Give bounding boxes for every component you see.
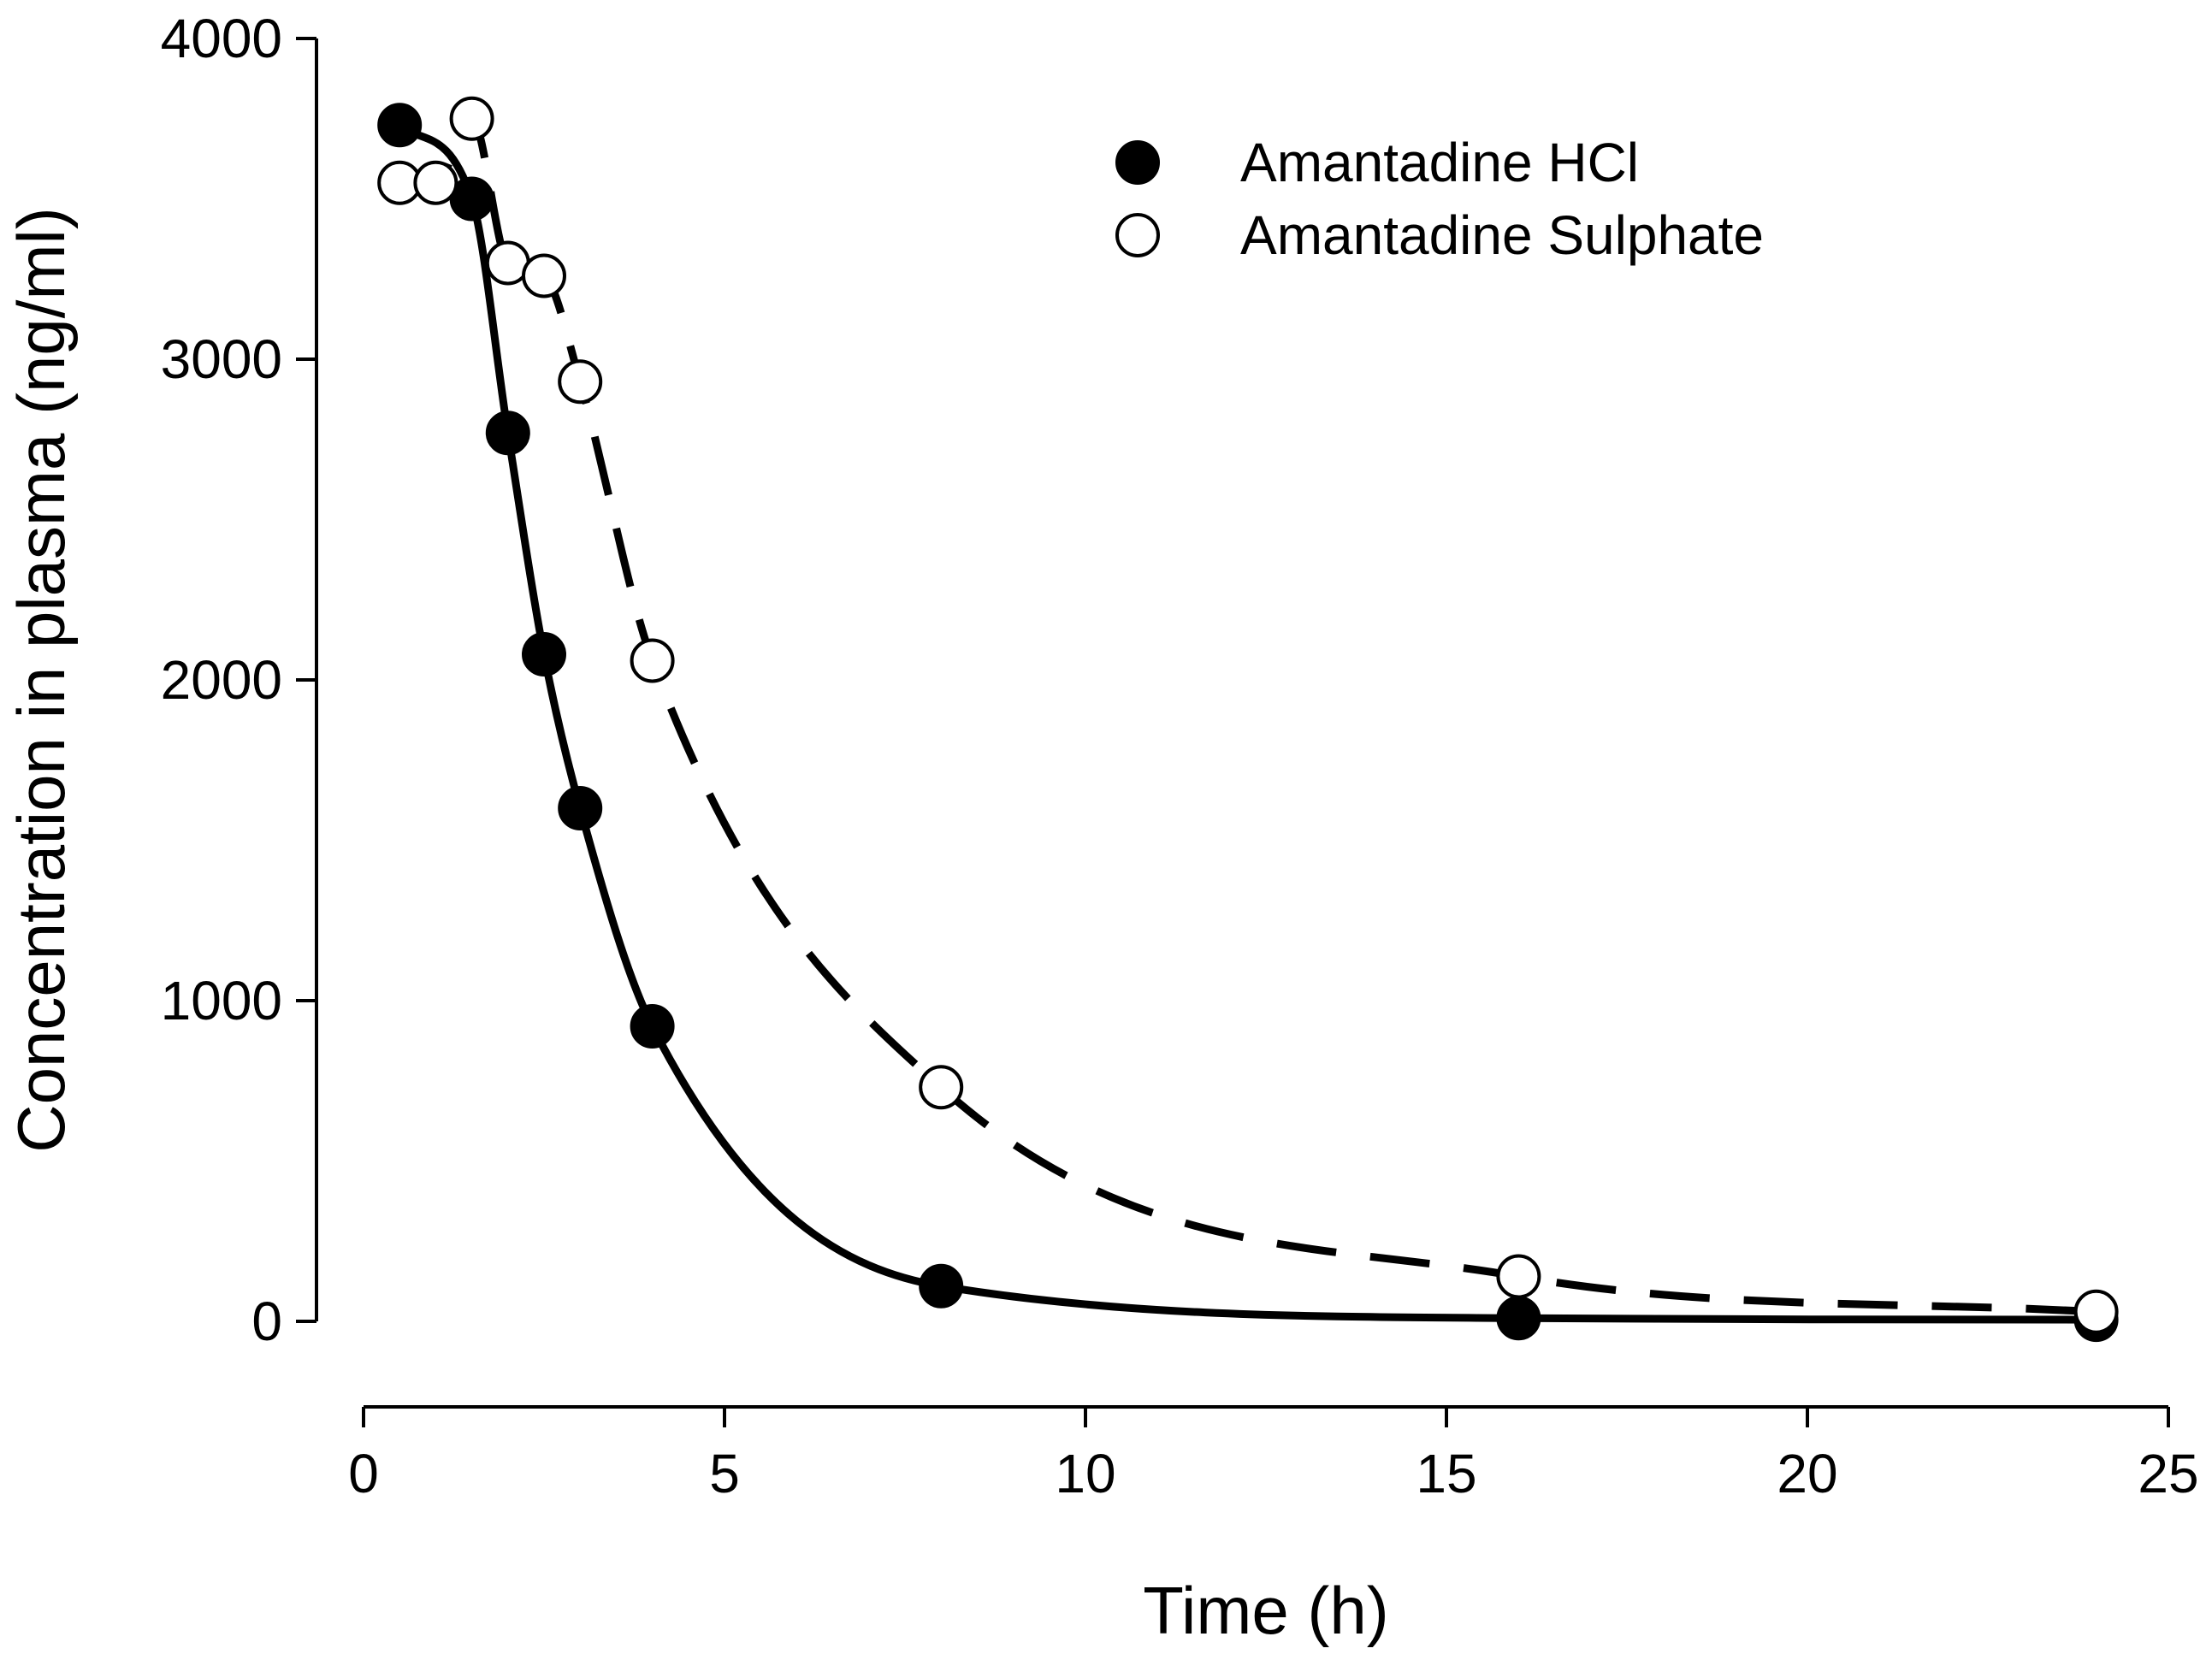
series-1-point [485,411,530,456]
legend-marker-2 [1115,213,1160,257]
series-2-point [413,160,458,205]
series-1-point [522,632,566,676]
x-tick-label: 20 [1777,1443,1837,1504]
legend-label-2: Amantadine Sulphate [1240,204,1764,266]
series-1-point [919,1263,964,1309]
y-tick-label: 0 [251,1291,282,1352]
series-2-point [558,359,603,405]
series-line-2 [399,115,2097,1316]
x-axis-title: Time (h) [1143,1573,1388,1648]
y-tick-label: 4000 [161,8,282,69]
series-1-point [1496,1296,1541,1341]
x-tick-label: 5 [709,1443,740,1504]
series-line-1 [397,121,2097,1324]
fitted-curves [397,115,2097,1324]
series-1-point [630,1004,675,1049]
x-tick-label: 10 [1055,1443,1115,1504]
series-2-point [522,253,566,298]
series-2-point [630,638,675,683]
y-axis-title: Concentration in plasma (ng/ml) [3,207,79,1152]
series-2-point [2073,1289,2119,1334]
series-2-point [449,96,494,141]
axes: 0 1000 2000 3000 4000 0 5 10 15 20 25 [161,8,2199,1504]
legend: Amantadine HCl Amantadine Sulphate [1115,132,1764,266]
y-tick-label: 3000 [161,328,282,390]
series-1-point [449,176,494,222]
series-2-point [919,1065,964,1110]
x-tick-label: 25 [2138,1443,2198,1504]
y-tick-label: 2000 [161,649,282,711]
x-tick-label: 15 [1416,1443,1476,1504]
y-tick-label: 1000 [161,970,282,1031]
legend-marker-1 [1115,140,1160,185]
x-tick-label: 0 [348,1443,379,1504]
data-points [377,96,2119,1343]
legend-label-1: Amantadine HCl [1240,132,1639,193]
series-1-point [558,786,603,830]
series-2-point [1496,1254,1541,1299]
series-1-point [377,103,423,148]
